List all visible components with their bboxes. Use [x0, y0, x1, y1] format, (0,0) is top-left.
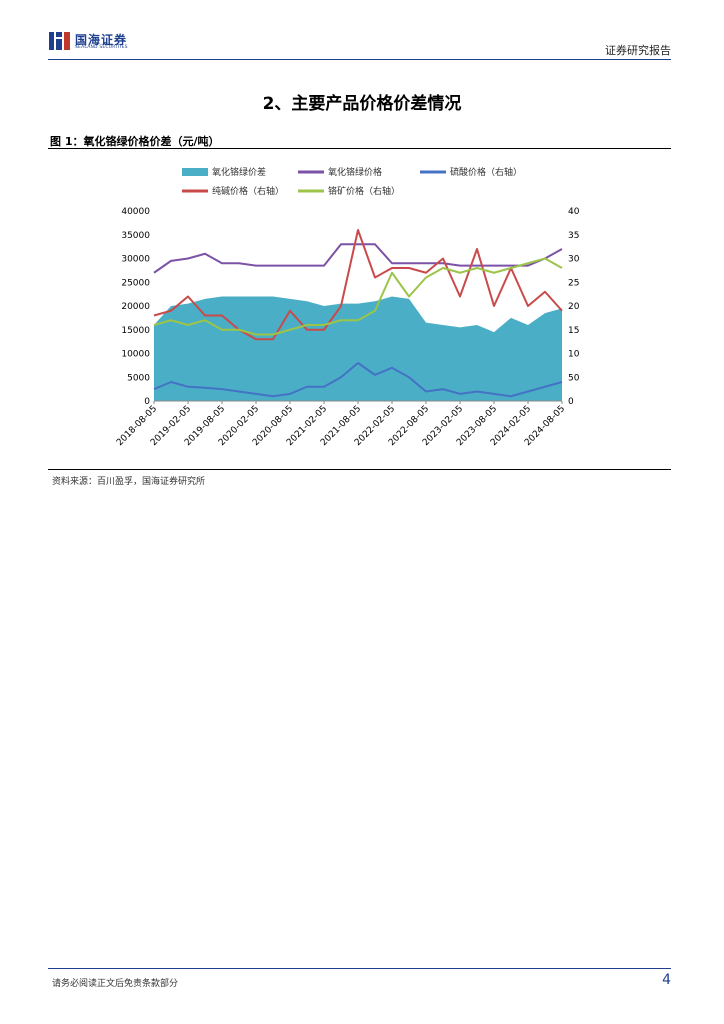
- figure-bottom-rule: [48, 469, 671, 470]
- series-area-0: [154, 296, 562, 401]
- x-axis: 2018-08-052019-02-052019-08-052020-02-05…: [115, 401, 567, 448]
- legend-swatch-0: [182, 168, 208, 176]
- header-divider: [48, 59, 671, 60]
- right-tick-label: 4000: [568, 207, 580, 217]
- right-tick-label: 3500: [568, 231, 580, 241]
- figure-top-rule: [48, 148, 671, 149]
- footer-divider: [48, 968, 671, 969]
- left-tick-label: 25000: [121, 278, 150, 288]
- legend-label-2: 硫酸价格（右轴）: [450, 166, 522, 178]
- left-tick-label: 35000: [121, 231, 150, 241]
- section-title: 2、主要产品价格价差情况: [262, 94, 462, 114]
- right-tick-label: 500: [568, 373, 580, 383]
- series-line-4: [153, 257, 563, 336]
- right-tick-label: 2500: [568, 278, 580, 288]
- right-tick-label: 2000: [568, 302, 580, 312]
- series-line-3: [153, 229, 563, 341]
- left-tick-label: 10000: [121, 350, 150, 360]
- legend-label-0: 氧化铬绿价差: [212, 166, 266, 178]
- source-note: 资料来源：百川盈孚，国海证券研究所: [52, 477, 206, 487]
- right-axis: 0 500 1000 1500 2000 2500 3000 3500 4000: [568, 207, 580, 407]
- legend-label-3: 纯碱价格（右轴）: [212, 185, 284, 197]
- logo-text: 国海证券: [75, 33, 128, 47]
- left-axis: 0 5000 10000 15000 20000 25000 30000 35000 40000: [121, 207, 150, 407]
- right-tick-label: 1000: [568, 350, 580, 360]
- report-type: 证券研究报告: [605, 44, 671, 57]
- left-tick-label: 20000: [121, 302, 150, 312]
- right-tick-label: 3000: [568, 255, 580, 265]
- page-number: 4: [662, 972, 671, 988]
- legend-label-1: 氧化铬绿价格: [328, 166, 382, 178]
- disclaimer: 请务必阅读正文后免责条款部分: [52, 979, 179, 989]
- plot-area: [153, 229, 563, 402]
- series-line-1: [153, 243, 563, 274]
- left-tick-label: 0: [144, 397, 150, 407]
- right-tick-label: 1500: [568, 326, 580, 336]
- sealand-logo-icon: [49, 32, 70, 50]
- price-spread-chart: 氧化铬绿价差 氧化铬绿价格 硫酸价格（右轴） 纯碱价格（右轴） 铬矿价格（右轴） 0 50…: [115, 166, 580, 448]
- figure-title: 图 1：氧化铬绿价格价差（元/吨）: [50, 135, 220, 148]
- right-tick-label: 0: [568, 397, 574, 407]
- series-line-2: [153, 362, 563, 398]
- sealand-logo: 国海证券 SEALAND SECURITIES: [48, 30, 138, 54]
- left-tick-label: 15000: [121, 326, 150, 336]
- logo-subtext: SEALAND SECURITIES: [75, 45, 128, 50]
- chart-legend: 氧化铬绿价差 氧化铬绿价格 硫酸价格（右轴） 纯碱价格（右轴） 铬矿价格（右轴）: [182, 166, 522, 197]
- left-tick-label: 40000: [121, 207, 150, 217]
- legend-label-4: 铬矿价格（右轴）: [328, 185, 400, 197]
- left-tick-label: 30000: [121, 255, 150, 265]
- left-tick-label: 5000: [127, 373, 150, 383]
